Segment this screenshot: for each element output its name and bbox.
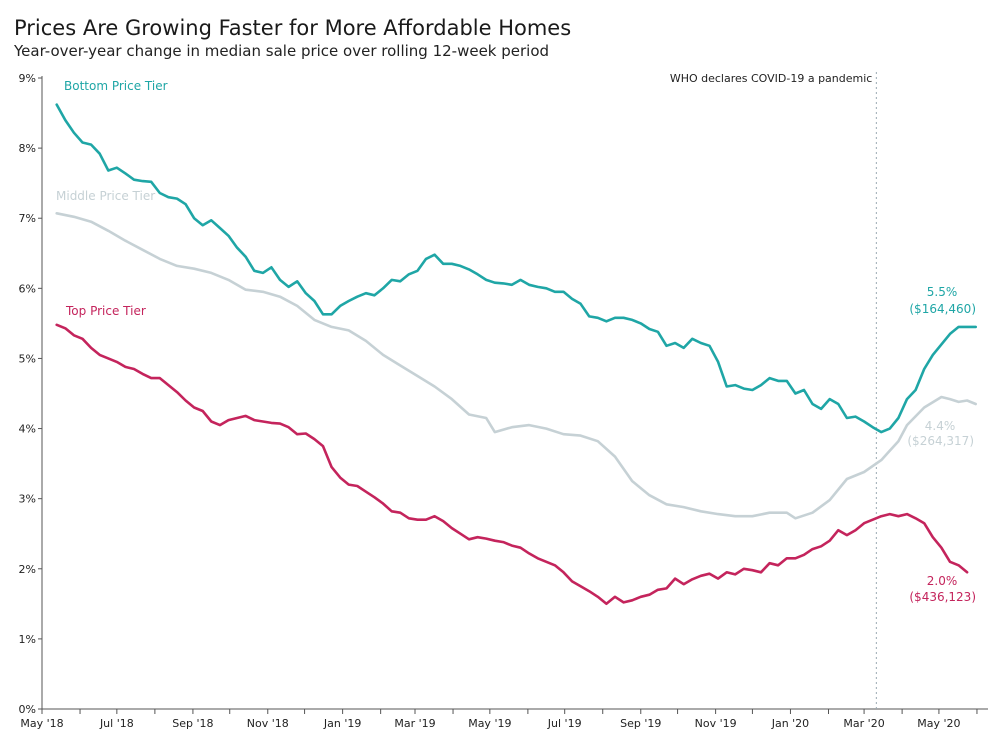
series-end-price: ($164,460) — [909, 302, 976, 316]
series-end-value: 2.0% — [927, 574, 958, 588]
series-name-label: Top Price Tier — [65, 304, 146, 318]
axes: 0% 1% 2% 3% 4% 5% 6% 7% 8% 9% May '18 Jul '18 Sep '1… — [19, 72, 988, 730]
y-tick-label: 0% — [19, 703, 36, 716]
chart-subtitle: Year-over-year change in median sale pri… — [14, 42, 550, 60]
series-end-price: ($264,317) — [907, 434, 974, 448]
x-tick-label: Mar '19 — [394, 717, 435, 730]
x-tick-label: Jan '20 — [771, 717, 809, 730]
y-tick-label: 2% — [19, 563, 36, 576]
y-tick-label: 8% — [19, 142, 36, 155]
series-end-price: ($436,123) — [909, 590, 976, 604]
annotation-label: WHO declares COVID-19 a pandemic — [670, 72, 873, 85]
x-tick-label: Mar '20 — [843, 717, 884, 730]
y-tick-label: 4% — [19, 423, 36, 436]
x-tick-label: May '20 — [917, 717, 960, 730]
x-tick-label: Jul '19 — [547, 717, 582, 730]
y-tick-label: 6% — [19, 282, 36, 295]
x-tick-label: Jul '18 — [99, 717, 134, 730]
series-line-middle-price-tier — [55, 212, 977, 520]
x-tick-label: Sep '19 — [620, 717, 661, 730]
x-tick-label: Nov '18 — [247, 717, 289, 730]
y-tick-label: 9% — [19, 72, 36, 85]
y-tick-label: 3% — [19, 493, 36, 506]
x-tick-label: May '19 — [468, 717, 511, 730]
x-tick-label: Nov '19 — [695, 717, 737, 730]
x-tick-label: Jan '19 — [323, 717, 361, 730]
series-end-value: 4.4% — [925, 419, 956, 433]
series-line-bottom-price-tier — [55, 103, 977, 434]
y-tick-label: 7% — [19, 212, 36, 225]
series-end-value: 5.5% — [927, 285, 958, 299]
y-tick-label: 1% — [19, 633, 36, 646]
x-tick-label: Sep '18 — [172, 717, 213, 730]
series-labels: Bottom Price Tier 5.5% ($164,460) Middle Pr… — [56, 79, 976, 604]
series-name-label: Bottom Price Tier — [64, 79, 168, 93]
series-lines — [55, 103, 977, 606]
chart-title: Prices Are Growing Faster for More Affor… — [14, 16, 572, 40]
series-line-top-price-tier — [55, 323, 969, 606]
covid-annotation: WHO declares COVID-19 a pandemic — [670, 72, 877, 709]
x-tick-label: May '18 — [20, 717, 63, 730]
series-name-label: Middle Price Tier — [56, 189, 155, 203]
y-tick-label: 5% — [19, 352, 36, 365]
